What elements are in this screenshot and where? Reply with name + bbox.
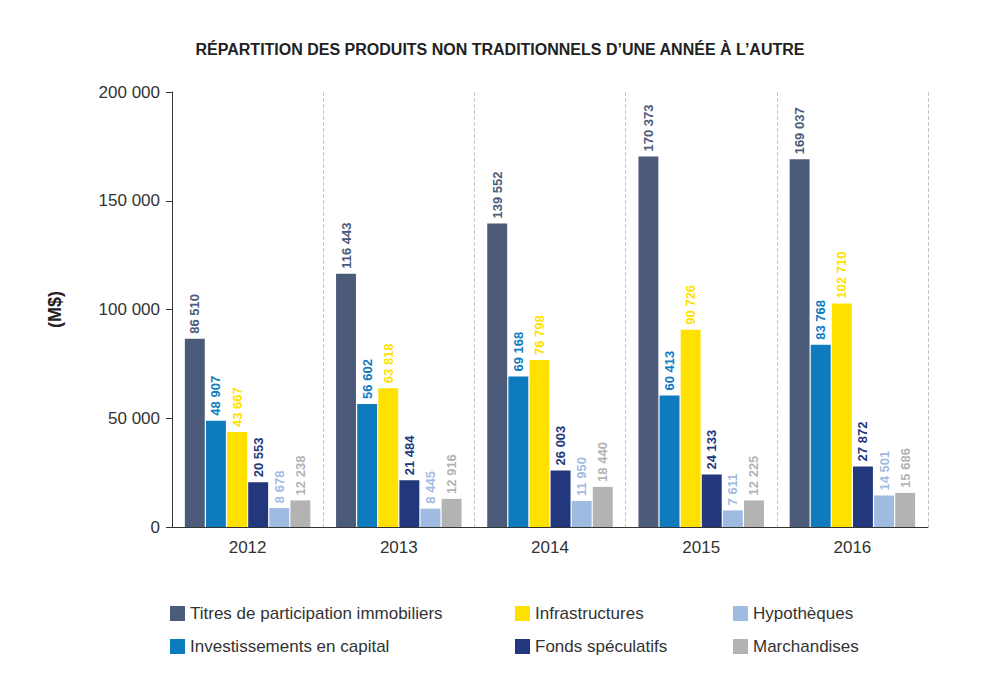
svg-text:26 003: 26 003 xyxy=(553,426,568,466)
svg-text:Hypothèques: Hypothèques xyxy=(753,604,853,623)
svg-text:200 000: 200 000 xyxy=(99,83,160,102)
svg-text:69 168: 69 168 xyxy=(511,332,526,372)
svg-text:18 440: 18 440 xyxy=(595,442,610,482)
svg-text:76 798: 76 798 xyxy=(532,315,547,355)
svg-text:11 950: 11 950 xyxy=(574,457,589,496)
svg-text:90 726: 90 726 xyxy=(683,285,698,325)
svg-text:169 037: 169 037 xyxy=(792,107,807,154)
svg-text:56 602: 56 602 xyxy=(360,359,375,399)
svg-text:2014: 2014 xyxy=(531,538,569,557)
svg-text:24 133: 24 133 xyxy=(704,430,719,470)
svg-text:2015: 2015 xyxy=(682,538,720,557)
svg-text:7 611: 7 611 xyxy=(725,474,740,506)
svg-text:170 373: 170 373 xyxy=(641,104,656,151)
svg-text:0: 0 xyxy=(151,518,160,537)
svg-text:20 553: 20 553 xyxy=(251,438,266,478)
svg-text:Infrastructures: Infrastructures xyxy=(535,604,644,623)
svg-text:102 710: 102 710 xyxy=(834,252,849,299)
svg-text:139 552: 139 552 xyxy=(490,171,505,218)
svg-text:RÉPARTITION DES PRODUITS NON T: RÉPARTITION DES PRODUITS NON TRADITIONNE… xyxy=(196,40,805,58)
svg-text:15 686: 15 686 xyxy=(898,448,913,488)
svg-text:2016: 2016 xyxy=(833,538,871,557)
svg-text:Investissements en capital: Investissements en capital xyxy=(190,637,389,656)
svg-text:86 510: 86 510 xyxy=(187,294,202,334)
svg-text:21 484: 21 484 xyxy=(402,435,417,476)
svg-text:100 000: 100 000 xyxy=(99,300,160,319)
svg-text:48 907: 48 907 xyxy=(208,376,223,416)
svg-text:43 667: 43 667 xyxy=(230,387,245,427)
svg-text:Fonds spéculatifs: Fonds spéculatifs xyxy=(535,637,667,656)
svg-text:63 818: 63 818 xyxy=(381,343,396,383)
svg-text:(M$): (M$) xyxy=(45,291,65,328)
svg-text:2013: 2013 xyxy=(380,538,418,557)
svg-text:14 501: 14 501 xyxy=(877,451,892,491)
svg-text:8 445: 8 445 xyxy=(423,471,438,504)
svg-text:Titres de participation immobi: Titres de participation immobiliers xyxy=(190,604,443,623)
svg-text:27 872: 27 872 xyxy=(855,422,870,462)
svg-text:12 916: 12 916 xyxy=(444,454,459,494)
svg-text:50 000: 50 000 xyxy=(108,409,160,428)
svg-text:12 225: 12 225 xyxy=(746,456,761,496)
svg-text:150 000: 150 000 xyxy=(99,191,160,210)
svg-text:8 678: 8 678 xyxy=(272,471,287,504)
svg-text:116 443: 116 443 xyxy=(339,222,354,268)
svg-text:Marchandises: Marchandises xyxy=(753,637,859,656)
svg-text:83 768: 83 768 xyxy=(813,300,828,340)
svg-text:2012: 2012 xyxy=(229,538,267,557)
svg-text:60 413: 60 413 xyxy=(662,351,677,391)
svg-text:12 238: 12 238 xyxy=(293,456,308,496)
